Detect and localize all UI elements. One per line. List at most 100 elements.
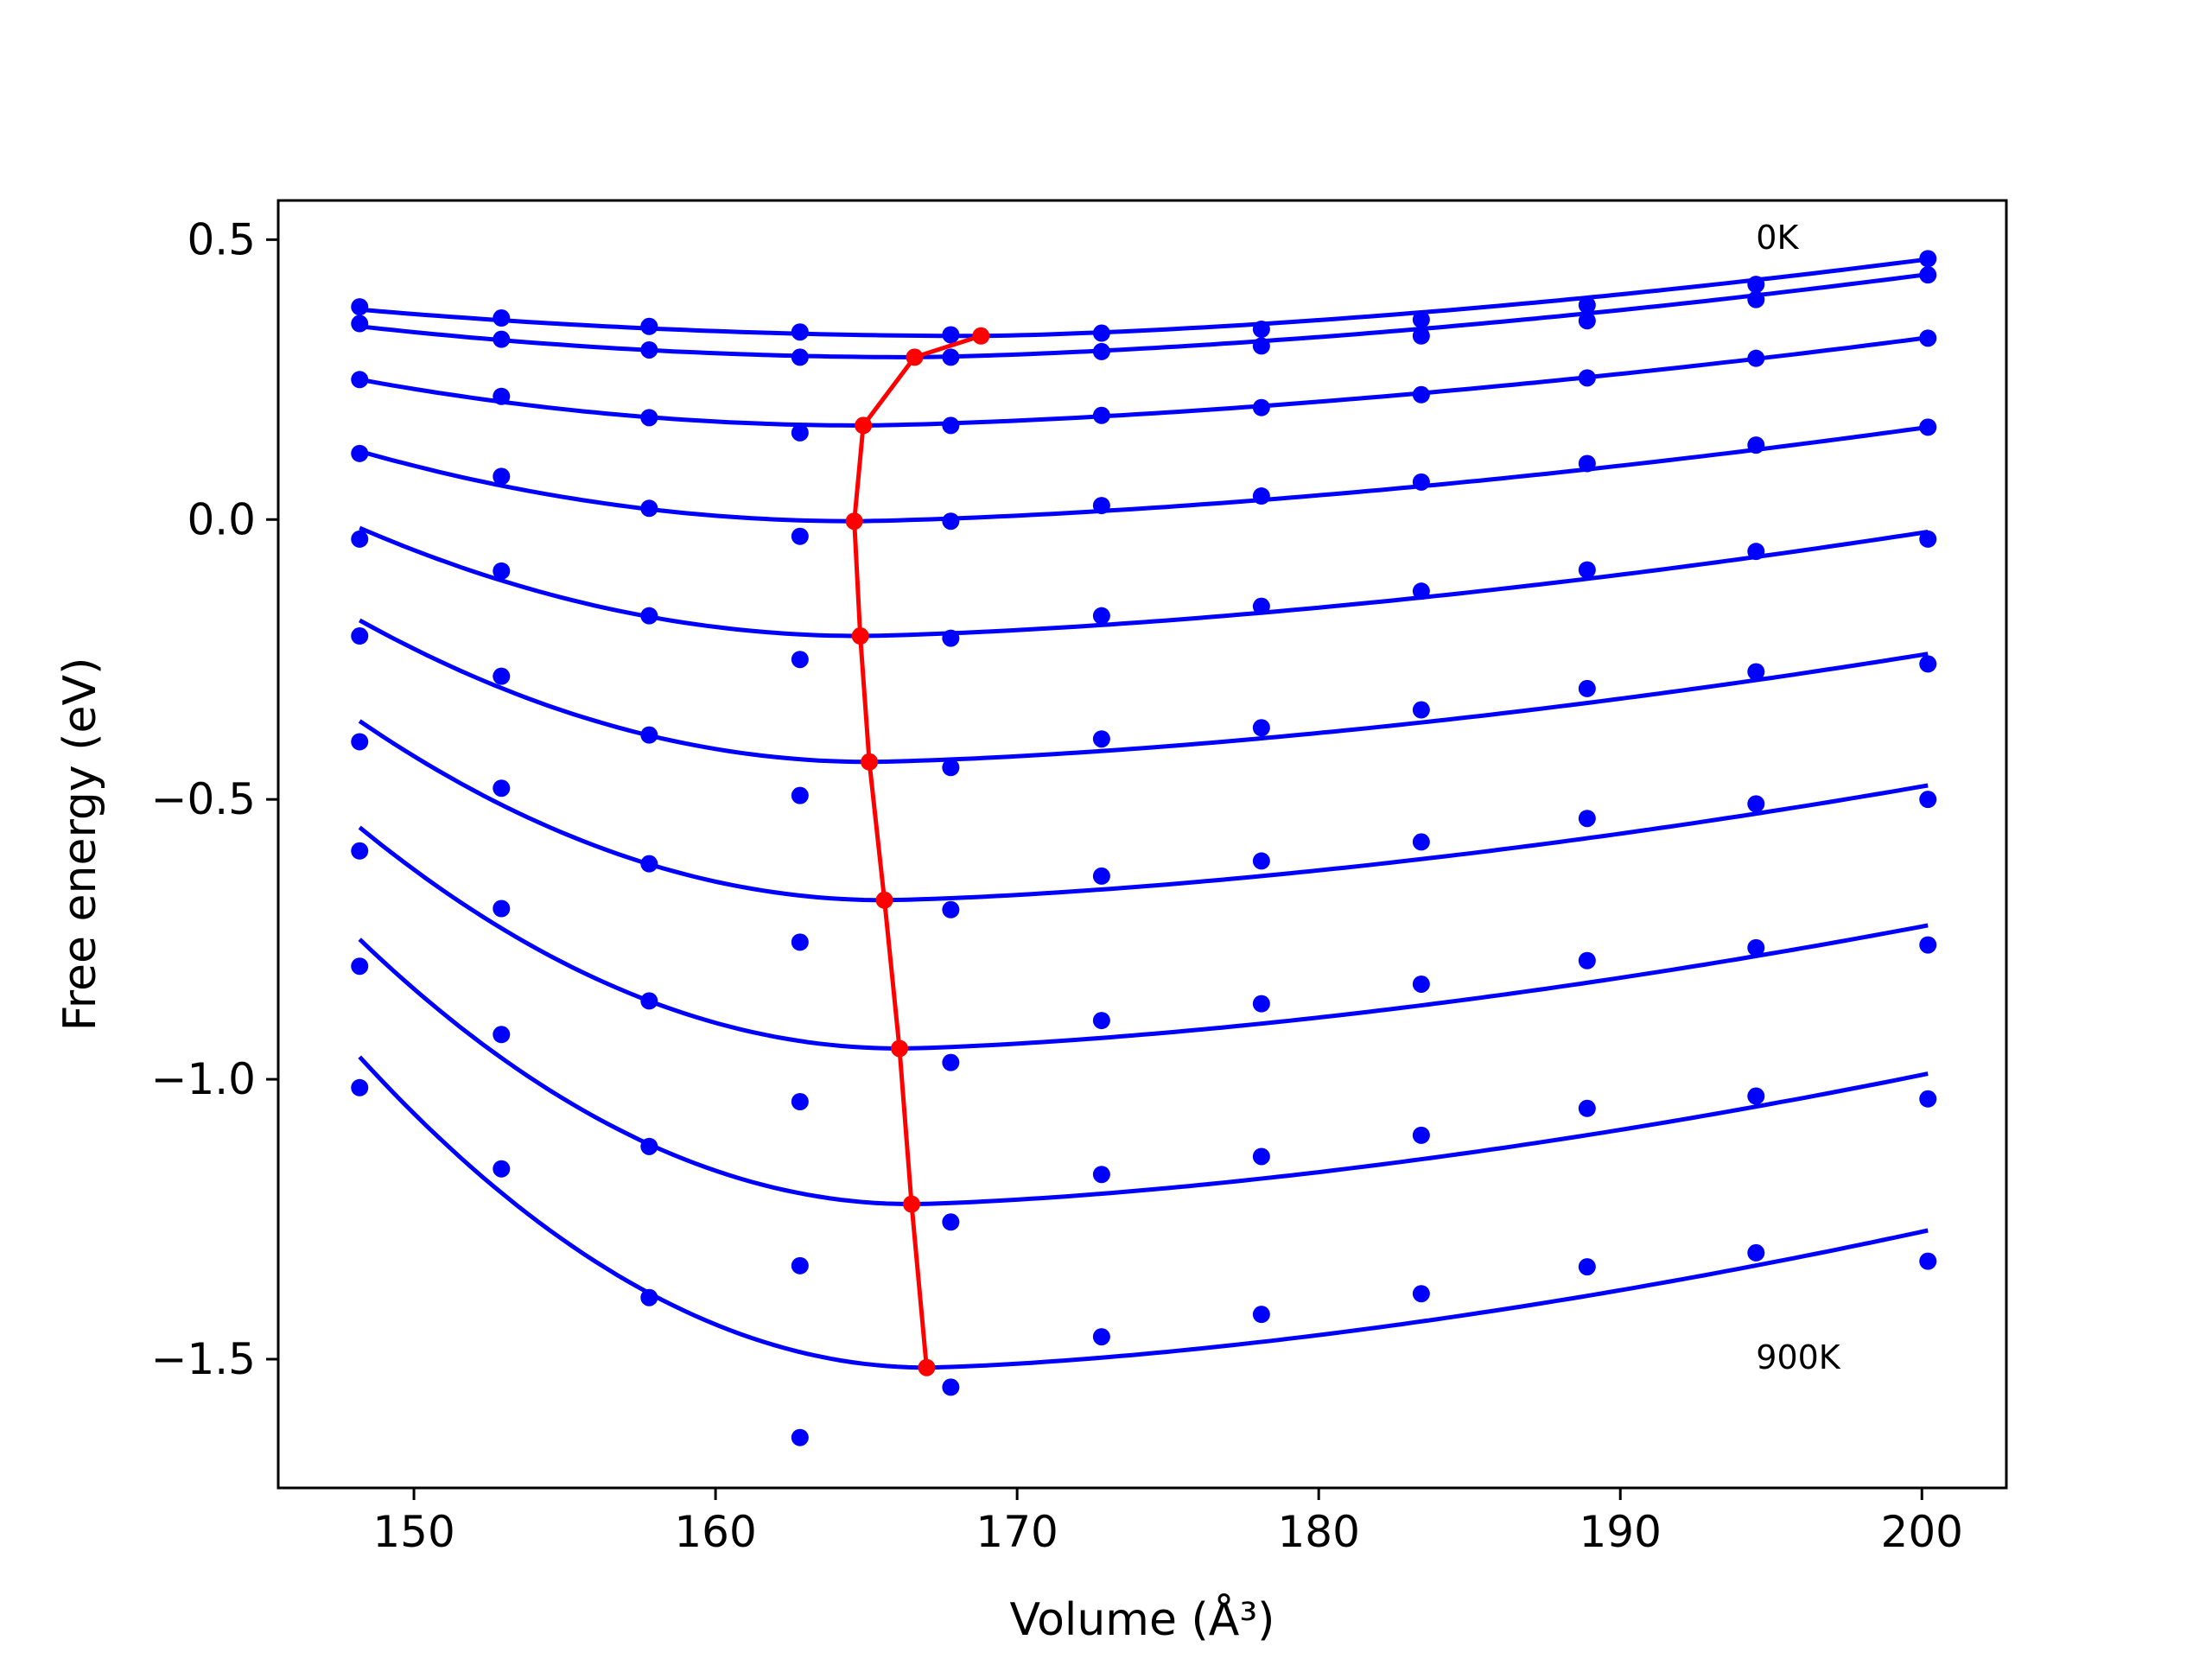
data-point <box>1412 327 1430 345</box>
data-point <box>1252 995 1270 1013</box>
x-axis-label: Volume (Å³) <box>1010 1592 1275 1646</box>
data-point <box>1092 1166 1110 1184</box>
data-point <box>351 842 369 860</box>
data-point <box>351 733 369 751</box>
data-point <box>1412 473 1430 491</box>
data-point <box>1919 530 1937 548</box>
data-point <box>1252 487 1270 505</box>
x-tick-label: 200 <box>1881 1507 1963 1557</box>
plot-area <box>351 250 1937 1446</box>
data-point <box>640 992 658 1010</box>
data-point <box>1092 406 1110 424</box>
data-point <box>1578 454 1596 473</box>
data-point <box>1412 975 1430 993</box>
x-tick-label: 150 <box>372 1507 454 1557</box>
data-point <box>1747 543 1765 561</box>
data-point <box>640 607 658 625</box>
data-point <box>1092 497 1110 515</box>
temperature-annotation: 900K <box>1756 1338 1841 1376</box>
data-point <box>640 1137 658 1155</box>
data-point <box>493 562 511 580</box>
series-0 <box>351 250 1937 344</box>
data-point <box>1578 1258 1596 1276</box>
data-point <box>493 1160 511 1178</box>
fit-curve <box>358 719 1929 903</box>
data-point <box>1252 398 1270 416</box>
data-point <box>1578 312 1596 330</box>
data-point <box>1919 418 1937 436</box>
series-2 <box>351 329 1937 442</box>
y-tick-label: 0.0 <box>187 494 256 544</box>
data-point <box>1919 791 1937 809</box>
minima-point <box>861 753 879 771</box>
y-tick-label: −1.5 <box>151 1334 256 1384</box>
fit-curve <box>358 825 1929 1052</box>
data-point <box>791 348 809 366</box>
x-axis-ticks: 150 160 170 180 190 200 <box>372 1488 1963 1557</box>
y-axis-ticks: 0.5 0.0 −0.5 −1.0 −1.5 <box>151 214 278 1384</box>
data-point <box>791 323 809 341</box>
data-point <box>1919 1252 1937 1270</box>
data-point <box>351 298 369 316</box>
minima-point <box>891 1039 909 1058</box>
data-point <box>1092 324 1110 342</box>
data-point <box>791 651 809 669</box>
data-point <box>1747 938 1765 957</box>
data-point <box>1578 1099 1596 1117</box>
data-point <box>791 1256 809 1274</box>
data-point <box>942 348 960 366</box>
data-point <box>1412 385 1430 404</box>
data-point <box>1252 1306 1270 1324</box>
data-point <box>1092 867 1110 885</box>
data-point <box>942 1213 960 1231</box>
minima-point <box>875 891 893 909</box>
data-point <box>351 444 369 462</box>
fit-curve <box>358 1055 1929 1370</box>
data-point <box>493 387 511 405</box>
series-4 <box>351 525 1937 669</box>
data-point <box>942 326 960 344</box>
data-point <box>1747 436 1765 454</box>
minima-point <box>918 1358 936 1376</box>
data-point <box>1578 296 1596 315</box>
y-tick-label: −0.5 <box>151 774 256 824</box>
y-tick-label: 0.5 <box>187 214 256 264</box>
series-1 <box>351 266 1937 366</box>
x-tick-label: 190 <box>1580 1507 1662 1557</box>
minima-series <box>845 327 990 1376</box>
data-point <box>791 527 809 545</box>
data-point <box>1578 561 1596 579</box>
data-point <box>1747 1087 1765 1105</box>
y-tick-label: −1.0 <box>151 1054 256 1104</box>
data-point <box>791 1093 809 1110</box>
data-point <box>351 530 369 548</box>
series-8 <box>351 938 1937 1274</box>
fit-curve <box>359 618 1929 765</box>
data-point <box>1412 1126 1430 1144</box>
data-point <box>493 779 511 798</box>
series-9 <box>351 1055 1937 1446</box>
data-point <box>351 1078 369 1096</box>
data-point <box>1919 936 1937 954</box>
data-point <box>1252 1147 1270 1166</box>
annotations: 0K 900K <box>1756 219 1841 1376</box>
data-point <box>791 786 809 804</box>
minima-point <box>851 627 869 645</box>
data-point <box>351 315 369 333</box>
data-point <box>1747 1243 1765 1262</box>
data-point <box>493 1026 511 1044</box>
data-point <box>1919 329 1937 347</box>
series-3 <box>351 418 1937 545</box>
data-point <box>1092 342 1110 360</box>
data-point <box>942 1378 960 1396</box>
data-point <box>942 1053 960 1071</box>
data-point <box>640 409 658 427</box>
data-point <box>1252 719 1270 737</box>
series-5 <box>351 618 1937 804</box>
data-point <box>1412 310 1430 328</box>
minima-point <box>855 416 873 435</box>
data-point <box>351 371 369 389</box>
minima-point <box>972 327 990 345</box>
data-point <box>791 1428 809 1446</box>
data-point <box>1412 833 1430 851</box>
